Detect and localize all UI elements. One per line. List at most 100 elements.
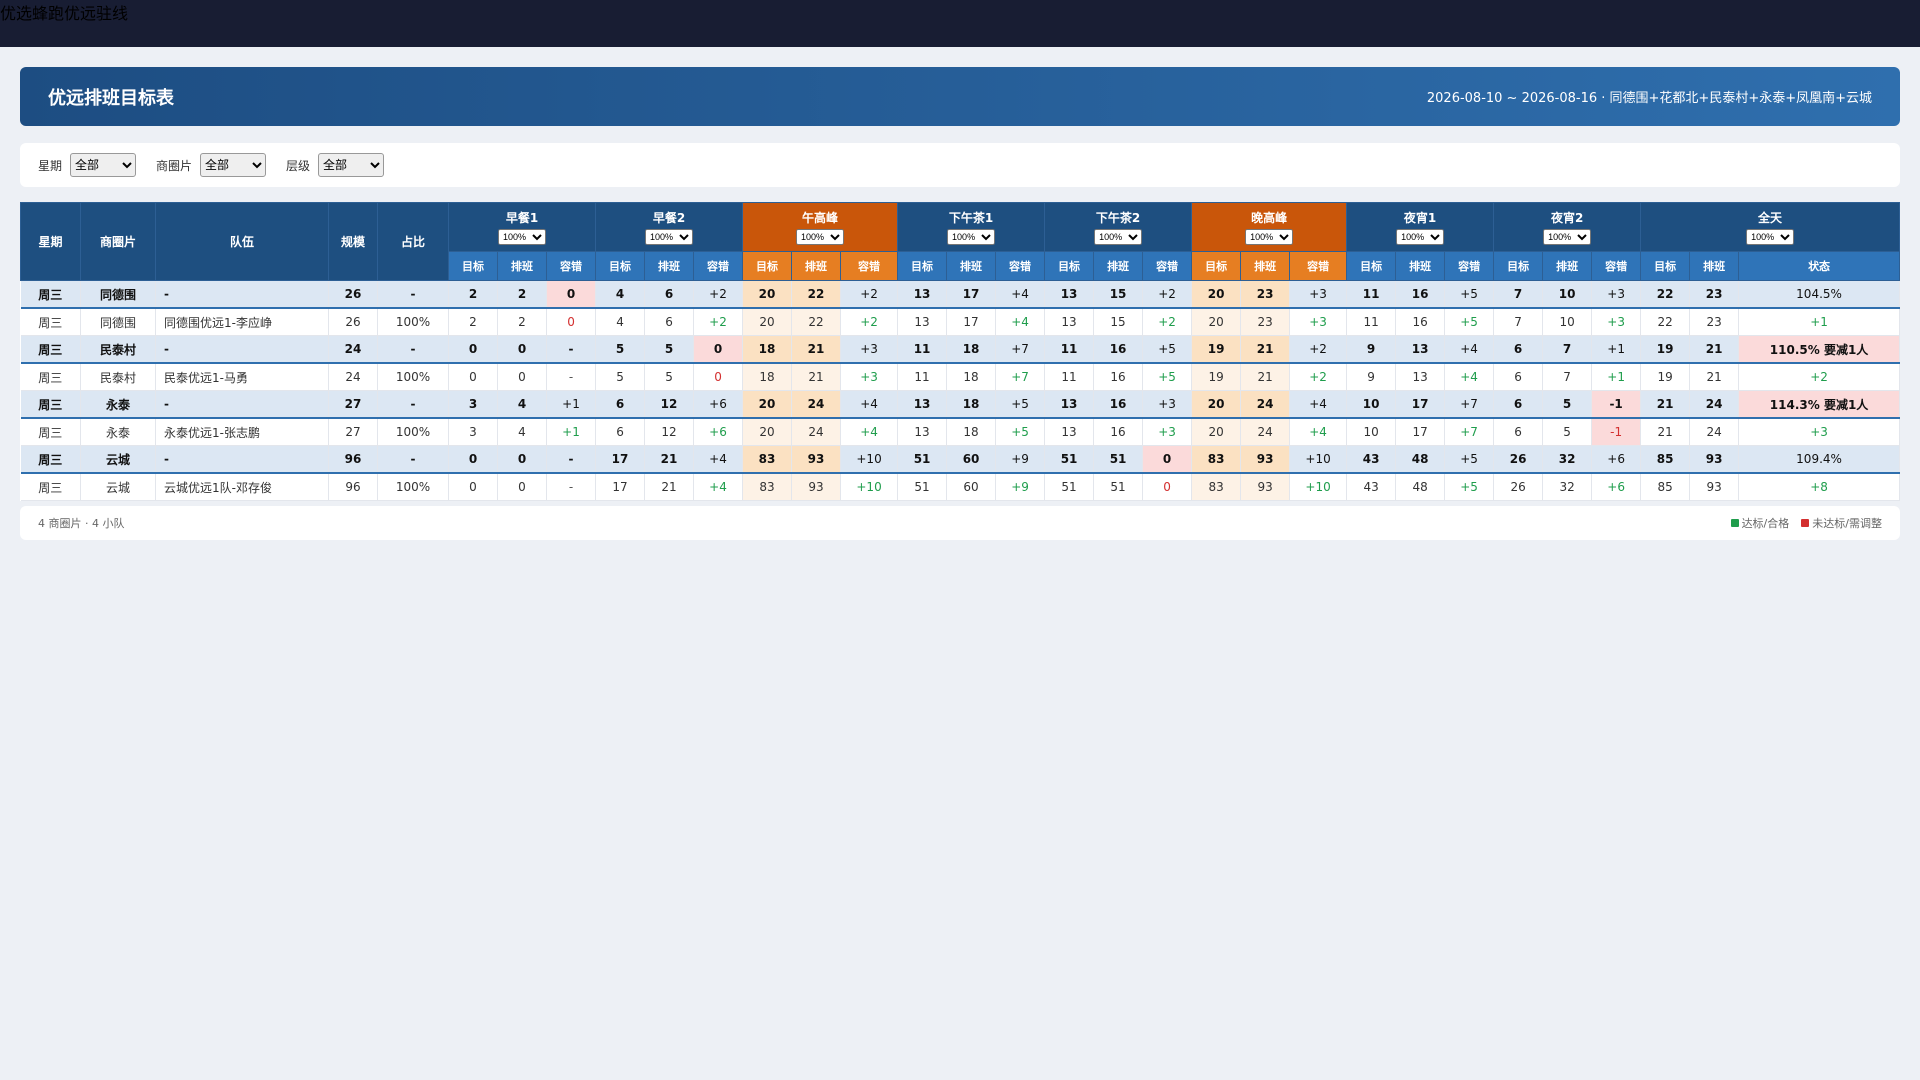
group-select[interactable]: 100% bbox=[498, 229, 546, 245]
cell: 27 bbox=[328, 418, 378, 446]
cell: +1 bbox=[1591, 335, 1642, 364]
group-name: 午高峰 bbox=[802, 211, 839, 225]
group-select[interactable]: 100% bbox=[1094, 229, 1143, 245]
group-header: 午高峰 100% bbox=[742, 202, 899, 252]
header: 优远排班目标表 2026-08-10 ~ 2026-08-16 · 同德围+花都… bbox=[20, 67, 1900, 126]
subcolumn-header: 目标 bbox=[595, 251, 646, 281]
cell: 20 bbox=[742, 280, 793, 309]
cell: +1 bbox=[546, 390, 597, 419]
cell: 51 bbox=[897, 473, 948, 501]
cell: 6 bbox=[1493, 390, 1544, 419]
cell: 5 bbox=[644, 335, 695, 364]
team-row: 周三 云城 云城优远1队-邓存俊 96 100% 0 0-17 21 +4 83 93 +10 51 60… bbox=[20, 473, 1900, 501]
column-header: 队伍 bbox=[155, 202, 329, 281]
cell: 10 bbox=[1542, 308, 1593, 336]
title: 优远排班目标表 bbox=[48, 87, 174, 109]
filter-bar: 星期 全部 商圈片 全部 层级 全部 bbox=[20, 143, 1900, 187]
group-select[interactable]: 100% bbox=[645, 229, 694, 245]
group-select[interactable]: 100% bbox=[796, 229, 845, 245]
cell: +2 bbox=[693, 308, 744, 336]
cell: 0 bbox=[497, 473, 547, 501]
group-select[interactable]: 100% bbox=[1396, 229, 1445, 245]
cell: +1 bbox=[546, 418, 597, 446]
group-select[interactable]: 100% bbox=[1746, 229, 1795, 245]
cell: +6 bbox=[693, 390, 744, 419]
cell: +2 bbox=[1738, 363, 1900, 391]
summary-row: 周三 民泰村 -24-0 0-5 5 0 18 21 +3 11 18 +7 11 16 +5 19 21 +2 9… bbox=[20, 335, 1900, 364]
tab[interactable]: 蜂跑 bbox=[32, 4, 65, 23]
filter-select[interactable]: 全部 bbox=[318, 153, 385, 177]
cell: +3 bbox=[1289, 280, 1348, 309]
cell: +2 bbox=[1142, 280, 1193, 309]
cell: 24 bbox=[791, 418, 842, 446]
cell: 0 bbox=[693, 335, 744, 364]
cell: 93 bbox=[791, 445, 842, 474]
cell: 11 bbox=[1044, 335, 1095, 364]
cell: 4 bbox=[595, 308, 646, 336]
cell: 22 bbox=[1640, 280, 1691, 309]
cell: 21 bbox=[644, 445, 695, 474]
cell: 6 bbox=[1493, 335, 1544, 364]
cell: +10 bbox=[840, 445, 899, 474]
cell: 13 bbox=[897, 280, 948, 309]
subcolumn-header: 排班 bbox=[791, 251, 842, 281]
cell: +4 bbox=[1289, 390, 1348, 419]
column-header: 占比 bbox=[377, 202, 449, 281]
cell: 26 bbox=[328, 308, 378, 336]
cell: 9 bbox=[1346, 363, 1397, 391]
filter-select[interactable]: 全部 bbox=[70, 153, 137, 177]
cell: 93 bbox=[1689, 473, 1740, 501]
cell: 11 bbox=[1346, 308, 1397, 336]
subcolumn-header: 容错 bbox=[1444, 251, 1495, 281]
cell: 27 bbox=[328, 390, 378, 419]
group-select[interactable]: 100% bbox=[947, 229, 996, 245]
cell: 110.5% 要减1人 bbox=[1738, 335, 1900, 364]
cell: 48 bbox=[1395, 473, 1446, 501]
filter-select[interactable]: 全部 bbox=[200, 153, 267, 177]
cell: 5 bbox=[644, 363, 695, 391]
cell: 24 bbox=[791, 390, 842, 419]
cell: 100% bbox=[377, 418, 449, 446]
team-row: 周三 民泰村 民泰优远1-马勇 24 100% 0 0-5 5 0 18 21 +3 11 18 +7 11 1… bbox=[20, 363, 1900, 391]
tab[interactable]: 驻线 bbox=[96, 4, 129, 23]
group-header: 下午茶1 100% bbox=[897, 202, 1046, 252]
group-select[interactable]: 100% bbox=[1543, 229, 1592, 245]
cell: 93 bbox=[1240, 473, 1291, 501]
cell: +2 bbox=[840, 280, 899, 309]
cell: 19 bbox=[1640, 335, 1691, 364]
cell: - bbox=[377, 280, 449, 309]
group-select[interactable]: 100% bbox=[1245, 229, 1294, 245]
cell: 16 bbox=[1093, 335, 1144, 364]
cell: 24 bbox=[1240, 418, 1291, 446]
cell: 24 bbox=[1689, 390, 1740, 419]
cell: - bbox=[155, 445, 329, 474]
cell: +5 bbox=[1142, 363, 1193, 391]
cell: 6 bbox=[644, 308, 695, 336]
subcolumn-header: 容错 bbox=[1142, 251, 1193, 281]
cell: +6 bbox=[693, 418, 744, 446]
tab[interactable]: 优远 bbox=[64, 4, 97, 23]
cell: 2 bbox=[448, 308, 498, 336]
cell: 26 bbox=[1493, 473, 1544, 501]
cell: 18 bbox=[742, 363, 793, 391]
subcolumn-header: 容错 bbox=[995, 251, 1046, 281]
cell: 5 bbox=[1542, 418, 1593, 446]
cell: - bbox=[546, 445, 597, 474]
tab[interactable]: 优选 bbox=[0, 4, 33, 23]
cell: +2 bbox=[840, 308, 899, 336]
cell: 15 bbox=[1093, 308, 1144, 336]
cell: 云城 bbox=[80, 473, 156, 501]
subcolumn-header: 目标 bbox=[1493, 251, 1544, 281]
subcolumn-header: 状态 bbox=[1738, 251, 1900, 281]
cell: +4 bbox=[693, 473, 744, 501]
cell: 17 bbox=[1395, 418, 1446, 446]
cell: 18 bbox=[946, 363, 997, 391]
cell: 16 bbox=[1093, 363, 1144, 391]
cell: +2 bbox=[693, 280, 744, 309]
cell: 18 bbox=[946, 335, 997, 364]
cell: 13 bbox=[1395, 335, 1446, 364]
cell: +5 bbox=[1444, 280, 1495, 309]
cell: 0 bbox=[1142, 473, 1193, 501]
subcolumn-header: 目标 bbox=[742, 251, 793, 281]
